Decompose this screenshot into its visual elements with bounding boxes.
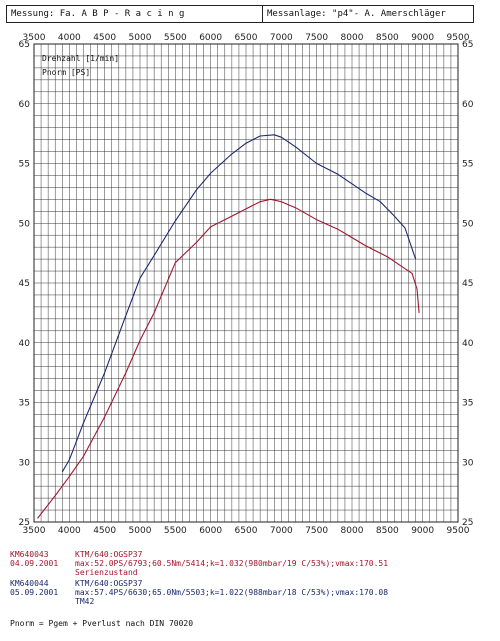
y-tick-label-right: 30 [462,458,474,468]
x-tick-label-top: 5000 [129,33,152,43]
y-tick-label-right: 65 [462,40,473,50]
x-tick-label-top: 8000 [341,33,364,43]
dyno-label: Messanlage: "p4"- A. Amerschläger [267,9,446,19]
y-tick-label-right: 25 [462,518,473,528]
x-tick-label-top: 4500 [93,33,116,43]
x-tick-label-bottom: 5500 [164,526,187,536]
x-tick-label-top: 9500 [447,33,470,43]
y-tick-label-right: 35 [462,399,473,409]
x-tick-label-bottom: 9500 [447,526,470,536]
y-tick-label-left: 65 [19,40,30,50]
measurement-label: Messung: Fa. A B P - R a c i n g [11,9,185,19]
header-divider [262,6,263,22]
run1-note: Serienzustand [75,568,138,577]
y-tick-label-left: 45 [19,279,30,289]
x-tick-label-top: 7000 [270,33,293,43]
series-line-KM640044 [61,134,417,473]
run1-id: KM640043 [10,550,49,559]
y-tick-label-left: 50 [19,219,31,229]
run2-date: 05.09.2001 [10,588,59,597]
x-tick-label-top: 6000 [199,33,222,43]
x-tick-label-bottom: 7000 [270,526,293,536]
formula-note: Pnorm = Pgem + Pverlust nach DIN 70020 [10,619,194,628]
x-tick-label-bottom: 6500 [235,526,258,536]
run2-id: KM640044 [10,579,49,588]
x-tick-label-top: 6500 [235,33,258,43]
run1-date: 04.09.2001 [10,559,59,568]
x-tick-label-bottom: 7500 [305,526,328,536]
legend-power: Pnorm [PS] [42,68,91,77]
y-tick-label-left: 60 [19,100,31,110]
y-tick-label-right: 55 [462,160,473,170]
y-tick-label-left: 30 [19,458,31,468]
x-tick-label-bottom: 6000 [199,526,222,536]
legend-rpm: Drehzahl [1/min] [42,54,120,63]
x-tick-label-top: 3500 [23,33,46,43]
x-tick-label-top: 8500 [376,33,399,43]
run2-note: TM42 [75,597,95,606]
x-tick-label-bottom: 8000 [341,526,364,536]
x-tick-label-bottom: 3500 [23,526,46,536]
header-bar: Messung: Fa. A B P - R a c i n g Messanl… [6,5,474,23]
x-tick-label-bottom: 4500 [93,526,116,536]
y-tick-label-right: 40 [462,339,474,349]
y-tick-label-right: 50 [462,219,474,229]
x-tick-label-top: 7500 [305,33,328,43]
y-tick-label-left: 25 [19,518,30,528]
series-line-KM640043 [37,198,420,519]
x-tick-label-bottom: 9000 [411,526,434,536]
y-tick-label-right: 45 [462,279,473,289]
x-tick-label-bottom: 4000 [58,526,81,536]
legend: Drehzahl [1/min] Pnorm [PS] [42,52,119,80]
run1-data: max:52.0PS/6793;60.5Nm/5414;k=1.032(980m… [75,559,389,568]
x-tick-label-top: 9000 [411,33,434,43]
x-tick-label-bottom: 5000 [129,526,152,536]
x-tick-label-top: 4000 [58,33,81,43]
run2-vehicle: KTM/640:OGSP37 [75,579,143,588]
run1-vehicle: KTM/640:OGSP37 [75,550,143,559]
y-tick-label-left: 40 [19,339,31,349]
y-tick-label-left: 55 [19,160,30,170]
y-tick-label-right: 60 [462,100,474,110]
x-tick-label-bottom: 8500 [376,526,399,536]
y-tick-label-left: 35 [19,399,30,409]
x-tick-label-top: 5500 [164,33,187,43]
run2-data: max:57.4PS/6630;65.0Nm/5503;k=1.022(988m… [75,588,389,597]
